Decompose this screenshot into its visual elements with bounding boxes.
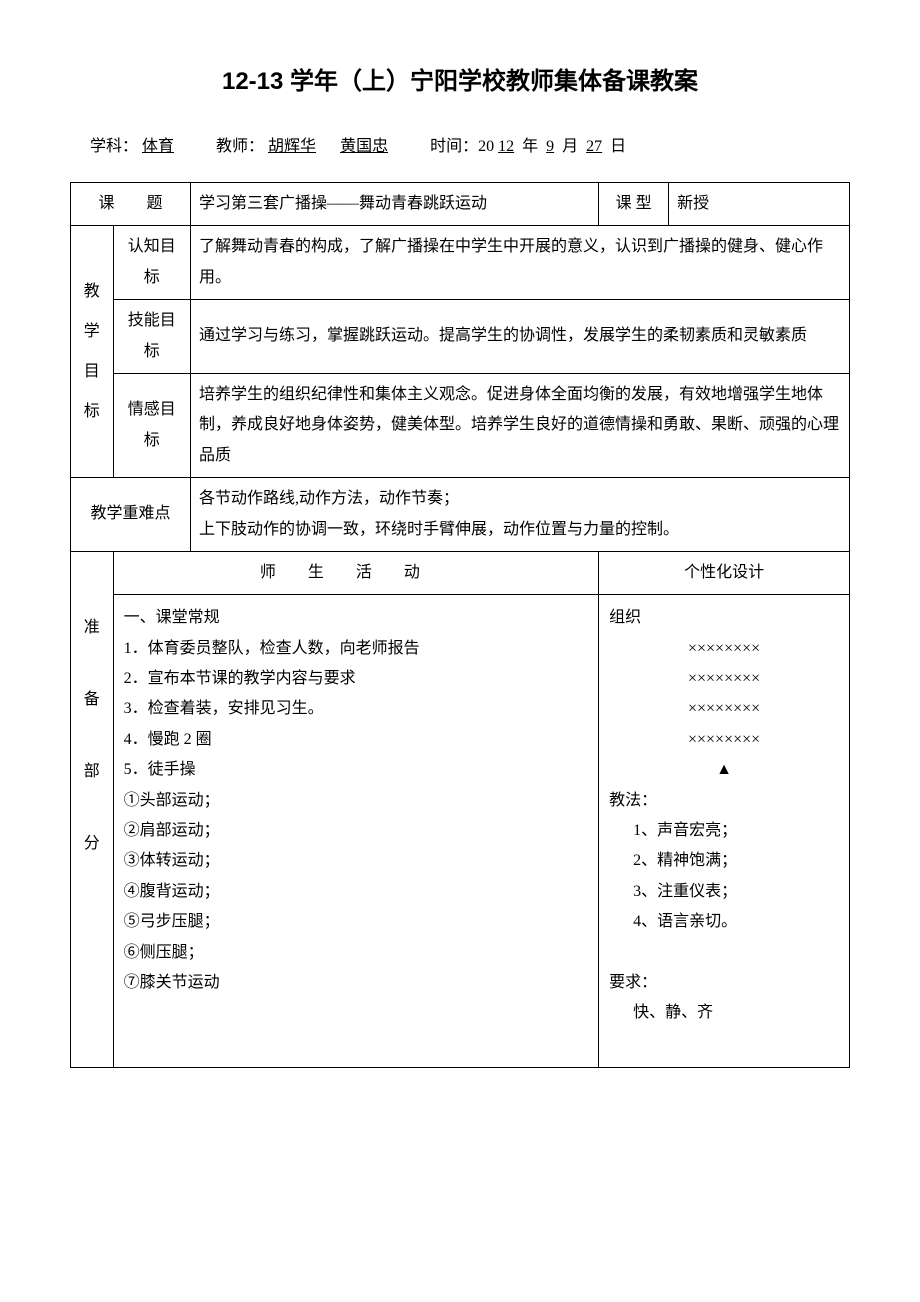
topic-content: 学习第三套广播操——舞动青春跳跃运动	[191, 182, 599, 225]
difficulty-row: 教学重难点 各节动作路线,动作方法，动作节奏； 上下肢动作的协调一致，环绕时手臂…	[71, 478, 850, 552]
month-suffix: 月	[562, 138, 578, 155]
subject-label: 学科：	[90, 138, 138, 155]
lesson-plan-table: 课 题 学习第三套广播操——舞动青春跳跃运动 课 型 新授 教学目标 认知目标 …	[70, 182, 850, 1068]
difficulty-line2: 上下肢动作的协调一致，环绕时手臂伸展，动作位置与力量的控制。	[199, 515, 841, 545]
cognitive-goal-row: 教学目标 认知目标 了解舞动青春的构成，了解广播操在中学生中开展的意义，认识到广…	[71, 226, 850, 300]
topic-row: 课 题 学习第三套广播操——舞动青春跳跃运动 课 型 新授	[71, 182, 850, 225]
exercise-2: ②肩部运动；	[124, 816, 589, 846]
method-2: 2、精神饱满；	[609, 846, 839, 876]
teacher-label: 教师：	[216, 138, 264, 155]
header-info: 学科：体育 教师：胡辉华 黄国忠 时间：2012 年 9 月 27 日	[70, 133, 850, 162]
activity-header: 师生活动	[113, 551, 599, 594]
cognitive-text: 了解舞动青春的构成，了解广播操在中学生中开展的意义，认识到广播操的健身、健心作用…	[191, 226, 850, 300]
exercise-1: ①头部运动；	[124, 786, 589, 816]
emotion-label: 情感目标	[113, 373, 190, 477]
routine-item-4: 4．慢跑 2 圈	[124, 725, 589, 755]
method-3: 3、注重仪表；	[609, 877, 839, 907]
year: 12	[494, 138, 518, 155]
routine-item-3: 3．检查着装，安排见习生。	[124, 694, 589, 724]
difficulty-label: 教学重难点	[71, 478, 191, 552]
teacher2: 黄国忠	[336, 138, 392, 155]
year-suffix: 年	[522, 138, 538, 155]
exercise-7: ⑦膝关节运动	[124, 968, 589, 998]
difficulty-content: 各节动作路线,动作方法，动作节奏； 上下肢动作的协调一致，环绕时手臂伸展，动作位…	[191, 478, 850, 552]
formation-row-1: ××××××××	[609, 634, 839, 664]
exercise-5: ⑤弓步压腿；	[124, 907, 589, 937]
goals-section-label: 教学目标	[71, 226, 114, 478]
type-value: 新授	[669, 182, 850, 225]
teacher-position-icon: ▲	[609, 755, 839, 785]
formation-row-2: ××××××××	[609, 664, 839, 694]
month: 9	[542, 138, 558, 155]
activity-header-row: 准备部分 师生活动 个性化设计	[71, 551, 850, 594]
routine-item-2: 2．宣布本节课的教学内容与要求	[124, 664, 589, 694]
teacher1: 胡辉华	[264, 138, 320, 155]
routine-item-1: 1．体育委员整队，检查人数，向老师报告	[124, 634, 589, 664]
prep-section-label: 准备部分	[71, 551, 114, 1067]
skill-label: 技能目标	[113, 300, 190, 374]
formation-row-4: ××××××××	[609, 725, 839, 755]
topic-label: 课 题	[71, 182, 191, 225]
skill-text: 通过学习与练习，掌握跳跃运动。提高学生的协调性，发展学生的柔韧素质和灵敏素质	[191, 300, 850, 374]
requirement-label: 要求：	[609, 968, 839, 998]
formation-row-3: ××××××××	[609, 694, 839, 724]
cognitive-label: 认知目标	[113, 226, 190, 300]
exercise-3: ③体转运动；	[124, 846, 589, 876]
method-1: 1、声音宏亮；	[609, 816, 839, 846]
design-content: 组织 ×××××××× ×××××××× ×××××××× ×××××××× ▲…	[599, 595, 850, 1068]
method-4: 4、语言亲切。	[609, 907, 839, 937]
org-label: 组织	[609, 603, 839, 633]
exercise-6: ⑥侧压腿；	[124, 938, 589, 968]
requirement-text: 快、静、齐	[609, 998, 839, 1028]
type-label: 课 型	[599, 182, 669, 225]
difficulty-line1: 各节动作路线,动作方法，动作节奏；	[199, 484, 841, 514]
page-title: 12-13 学年（上）宁阳学校教师集体备课教案	[70, 60, 850, 103]
routine-item-5: 5．徒手操	[124, 755, 589, 785]
activity-content: 一、课堂常规 1．体育委员整队，检查人数，向老师报告 2．宣布本节课的教学内容与…	[113, 595, 599, 1068]
day-suffix: 日	[610, 138, 626, 155]
design-header: 个性化设计	[599, 551, 850, 594]
method-label: 教法：	[609, 786, 839, 816]
emotion-text: 培养学生的组织纪律性和集体主义观念。促进身体全面均衡的发展，有效地增强学生地体制…	[191, 373, 850, 477]
subject-value: 体育	[138, 138, 178, 155]
exercise-4: ④腹背运动；	[124, 877, 589, 907]
routine-heading: 一、课堂常规	[124, 603, 589, 633]
emotion-goal-row: 情感目标 培养学生的组织纪律性和集体主义观念。促进身体全面均衡的发展，有效地增强…	[71, 373, 850, 477]
activity-content-row: 一、课堂常规 1．体育委员整队，检查人数，向老师报告 2．宣布本节课的教学内容与…	[71, 595, 850, 1068]
date-label: 时间：20	[430, 138, 494, 155]
skill-goal-row: 技能目标 通过学习与练习，掌握跳跃运动。提高学生的协调性，发展学生的柔韧素质和灵…	[71, 300, 850, 374]
day: 27	[582, 138, 606, 155]
